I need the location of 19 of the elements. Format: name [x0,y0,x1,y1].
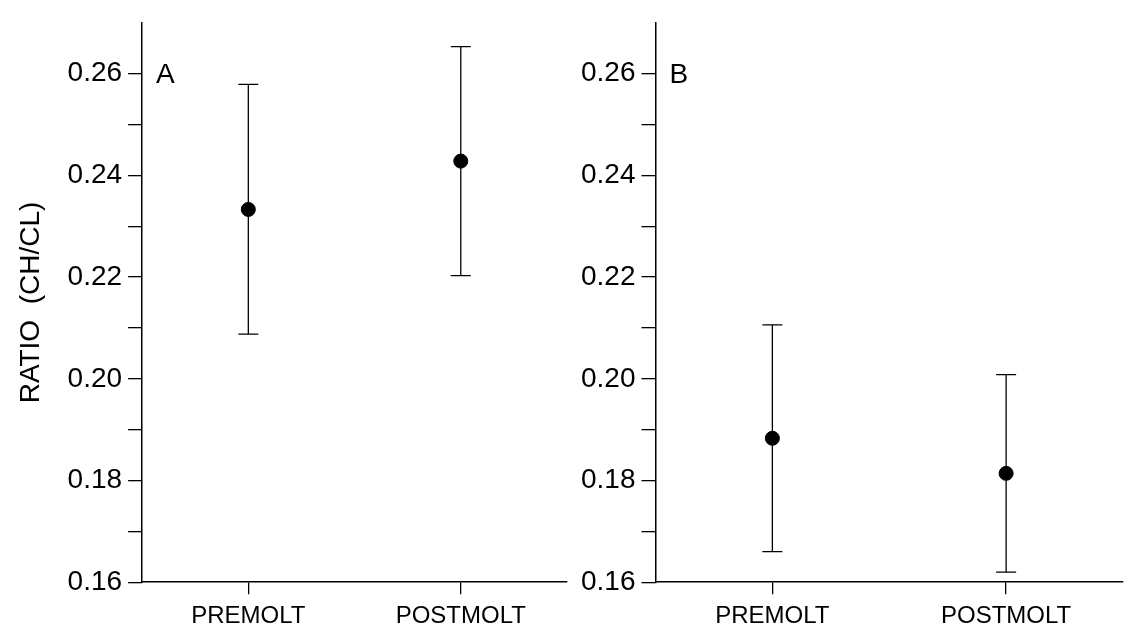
y-tick-label: 0.20 [67,361,123,393]
y-axis-title: RATIO (CH/CL) [13,201,45,404]
y-tick-label: 0.24 [67,158,123,190]
annotation: B [669,58,689,90]
y-tick-label: 0.26 [67,56,123,88]
x-tick-label: POSTMOLT [395,601,527,629]
x-tick-label: POSTMOLT [941,601,1072,629]
y-tick-label: 0.24 [581,158,636,190]
y-tick-label: 0.18 [67,463,123,495]
y-tick-label: 0.20 [581,361,636,393]
x-tick-label: PREMOLT [191,601,306,629]
y-tick-label: 0.26 [581,56,636,88]
x-tick-label: PREMOLT [715,601,830,629]
y-tick-label: 0.22 [67,259,123,291]
y-tick-label: 0.22 [581,259,636,291]
y-tick-label: 0.18 [581,463,636,495]
y-tick-label: 0.16 [67,564,123,596]
annotation: A [156,58,176,90]
y-tick-label: 0.16 [581,564,636,596]
